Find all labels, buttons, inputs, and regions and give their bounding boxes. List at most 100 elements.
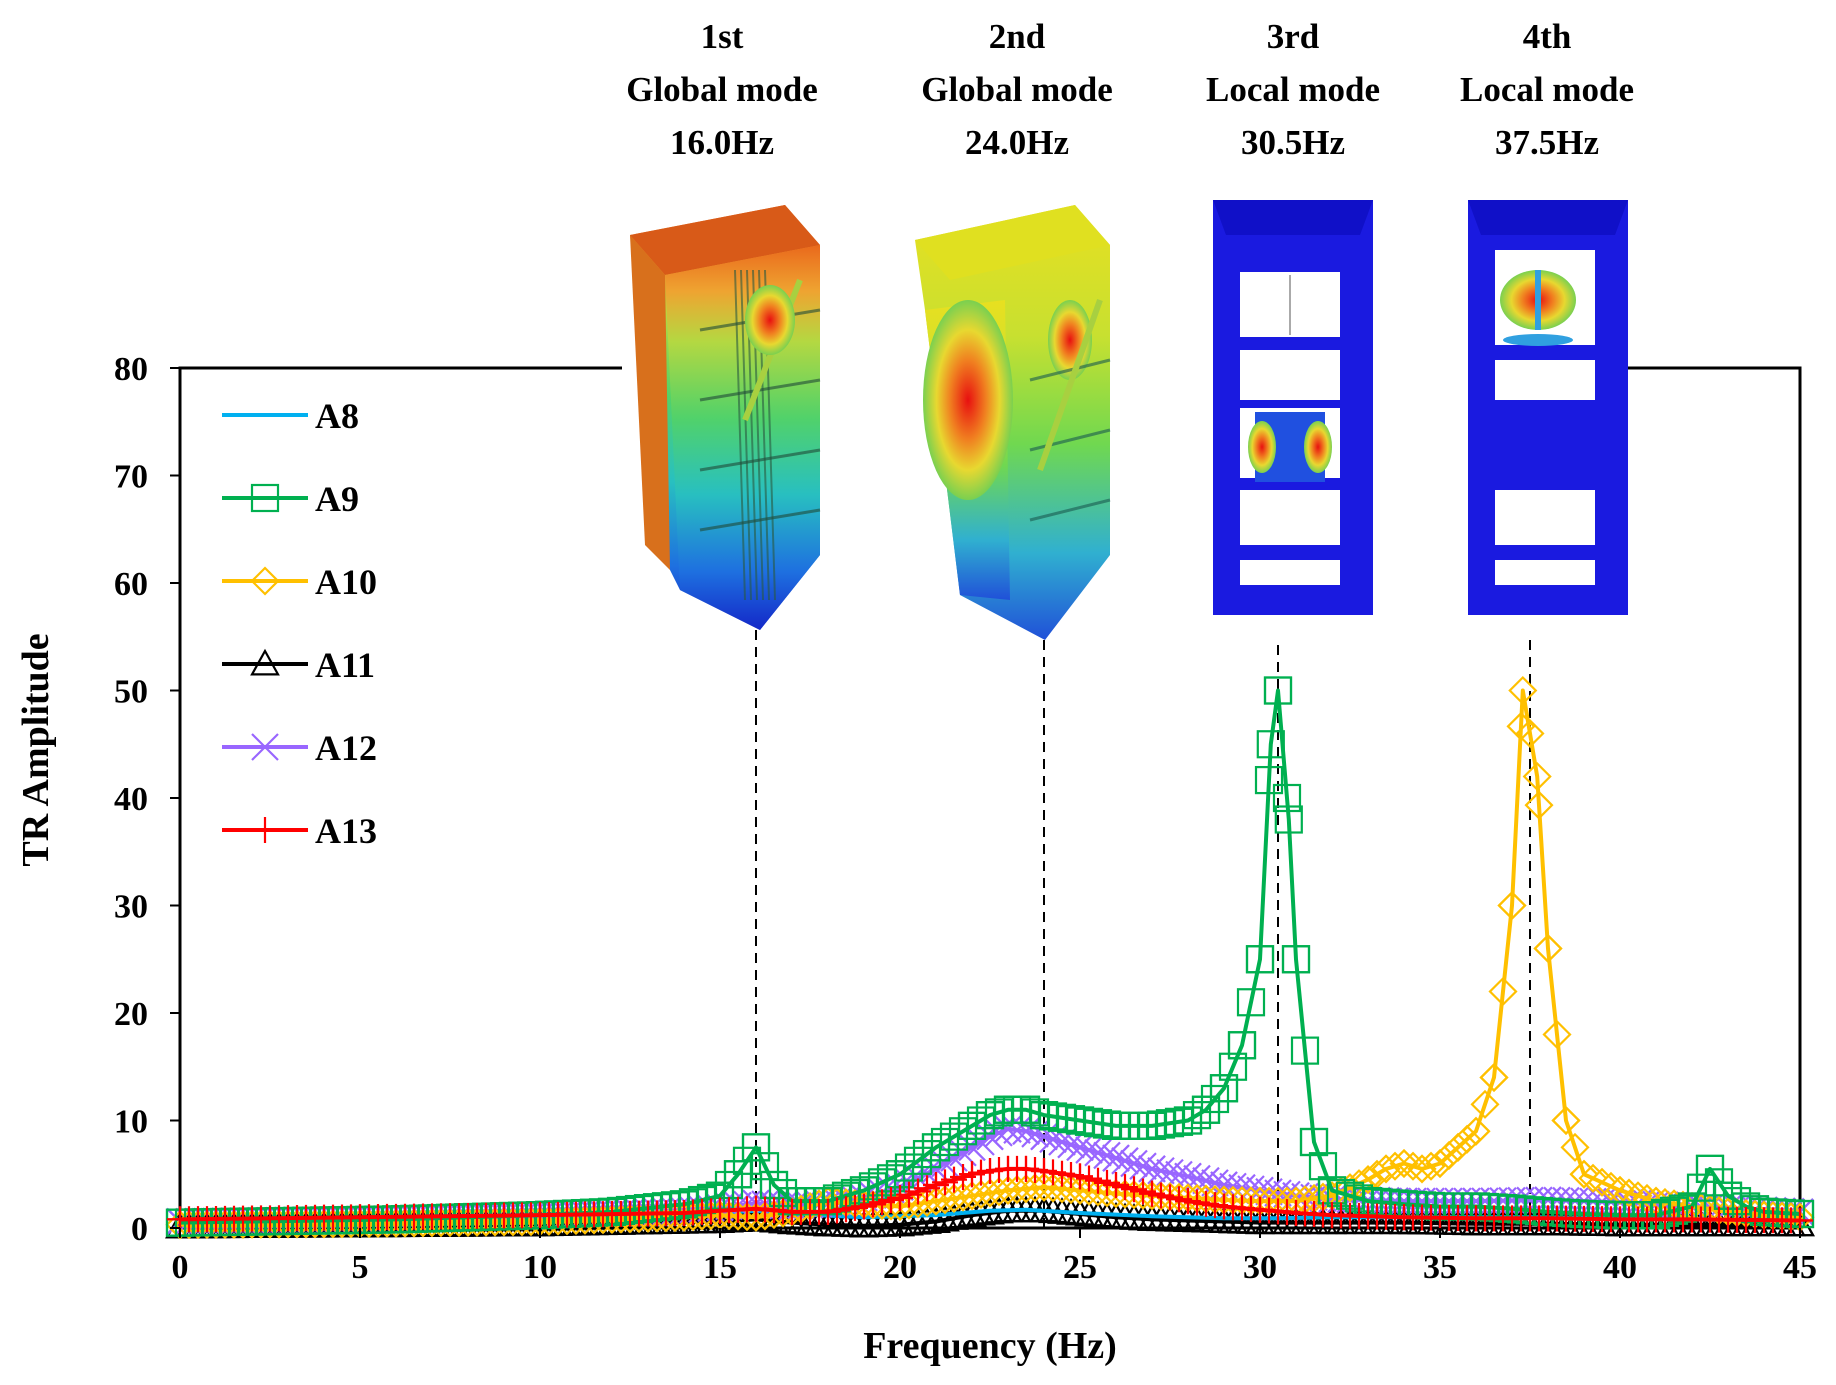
y-tick-label: 30: [114, 889, 148, 926]
y-tick-label: 10: [114, 1104, 148, 1141]
x-axis-title: Frequency (Hz): [863, 1325, 1117, 1367]
y-tick-label: 20: [114, 996, 148, 1033]
data-point: [1236, 988, 1266, 1017]
data-point: [1227, 1031, 1257, 1060]
data-point: [1479, 1062, 1509, 1093]
data-point: [1470, 1089, 1500, 1119]
data-point: [930, 1127, 960, 1157]
y-axis-title: TR Amplitude: [15, 633, 57, 866]
y-tick-label: 0: [131, 1211, 148, 1248]
data-point: [1560, 1132, 1590, 1162]
mode-label-1: 1st Global mode 16.0Hz: [626, 17, 818, 162]
mode-shape-1-image: [630, 205, 821, 630]
y-tick-label: 50: [114, 674, 148, 711]
legend-item: A10: [222, 562, 377, 602]
mode-labels: 1st Global mode 16.0Hz 2nd Global mode 24.0Hz…: [626, 17, 1634, 162]
series-line: [179, 1166, 1801, 1223]
mode-label-line: 3rd: [1267, 17, 1320, 56]
x-tick-label: 30: [1243, 1249, 1277, 1286]
legend-label: A11: [315, 645, 375, 685]
legend-item: A12: [222, 728, 377, 768]
series-line: [179, 688, 1801, 1225]
data-point: [948, 1182, 978, 1212]
mode-label-line: 24.0Hz: [965, 123, 1069, 162]
data-point: [250, 483, 280, 513]
data-point: [741, 1133, 771, 1162]
mode-label-line: Local mode: [1460, 70, 1634, 109]
mode-label-2: 2nd Global mode 24.0Hz: [921, 17, 1113, 162]
mode-shape-3-image: [1213, 200, 1373, 615]
mode-label-4: 4th Local mode 37.5Hz: [1460, 17, 1634, 162]
mode-label-line: 16.0Hz: [670, 123, 774, 162]
x-tick-label: 10: [523, 1249, 557, 1286]
legend-label: A10: [315, 562, 377, 602]
mode-label-line: 37.5Hz: [1495, 123, 1599, 162]
data-point: [1209, 1074, 1239, 1103]
data-point: [993, 1175, 1023, 1205]
x-tick-label: 45: [1783, 1249, 1817, 1286]
mode-label-line: 4th: [1523, 17, 1572, 56]
mode-label-line: Global mode: [626, 70, 818, 109]
data-point: [1443, 1132, 1473, 1162]
legend-item: A13: [222, 811, 377, 851]
legend-label: A12: [315, 728, 377, 768]
mode-label-line: 1st: [701, 17, 744, 56]
y-tick-label: 60: [114, 566, 148, 603]
data-point: [1425, 1148, 1455, 1179]
mode-lines: [755, 630, 1531, 1228]
legend-label: A13: [315, 811, 377, 851]
legend-label: A9: [315, 479, 359, 519]
mode-shape-4-image: [1468, 200, 1628, 615]
mode-label-line: 2nd: [989, 17, 1046, 56]
data-point: [1182, 1101, 1212, 1130]
data-point: [957, 1111, 987, 1140]
data-point: [1308, 1152, 1338, 1181]
legend-label: A8: [315, 396, 359, 436]
data-point: [975, 1101, 1005, 1130]
x-tick-label: 0: [172, 1249, 189, 1286]
legend: A8 A9 A10 A11 A12 A13: [222, 396, 377, 851]
data-point: [250, 648, 280, 676]
data-point: [921, 1133, 951, 1162]
x-tick-label: 35: [1423, 1249, 1457, 1286]
legend-item: A8: [222, 396, 359, 436]
y-tick-label: 70: [114, 459, 148, 496]
y-tick-label: 40: [114, 781, 148, 818]
legend-item: A11: [222, 645, 375, 685]
data-point: [1191, 1095, 1221, 1124]
x-tick-label: 15: [703, 1249, 737, 1286]
mode-shape-2-image: [915, 205, 1111, 640]
data-point: [1461, 1116, 1491, 1146]
data-point: [1200, 1084, 1230, 1114]
series-a13: [167, 1155, 1813, 1234]
data-point: [1551, 1105, 1581, 1136]
mode-label-line: Global mode: [921, 70, 1113, 109]
data-point: [939, 1122, 969, 1151]
series-a10: [165, 675, 1815, 1240]
x-tick-label: 25: [1063, 1249, 1097, 1286]
x-tick-label: 40: [1603, 1249, 1637, 1286]
data-point: [723, 1160, 753, 1189]
data-point: [957, 1181, 987, 1211]
data-point: [1569, 1159, 1599, 1189]
mode-label-line: 30.5Hz: [1241, 123, 1345, 162]
data-point: [966, 1179, 996, 1209]
mode-label-3: 3rd Local mode 30.5Hz: [1206, 17, 1380, 162]
data-point: [251, 733, 279, 761]
data-point: [1218, 1052, 1248, 1081]
series-layer: [165, 675, 1815, 1240]
x-tick-label: 20: [883, 1249, 917, 1286]
series-line: [179, 688, 1801, 1227]
axes-layer: 0 5 10 15 20 25 30 35 40 45 0 10 20 30 40 50 60 70 80: [114, 351, 1817, 1286]
x-tick-label: 5: [352, 1249, 369, 1286]
legend-item: A9: [222, 479, 359, 519]
data-point: [250, 566, 280, 596]
data-point: [1695, 1154, 1725, 1183]
mode-label-line: Local mode: [1206, 70, 1380, 109]
data-point: [975, 1178, 1005, 1208]
data-point: [252, 817, 278, 843]
data-point: [1389, 1148, 1419, 1179]
mode-shape-pictures: [622, 200, 1628, 640]
y-tick-label: 80: [114, 351, 148, 388]
